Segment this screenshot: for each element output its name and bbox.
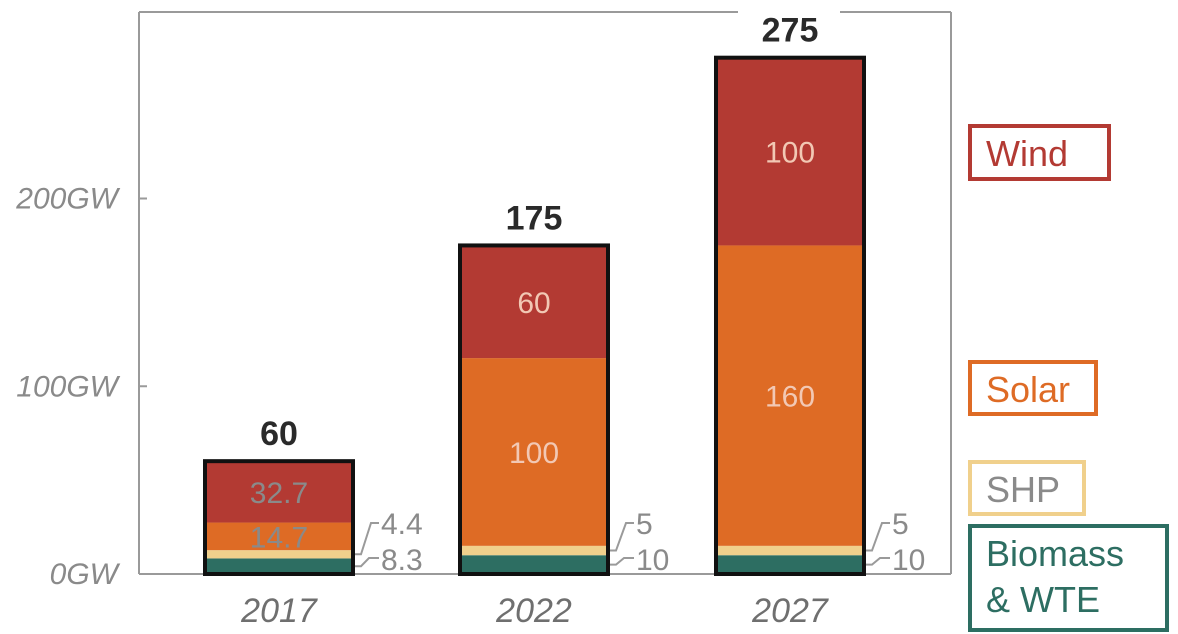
bar-2017: 14.7 32.7 4.48.3 60 xyxy=(203,415,423,577)
side-label-biomass-2017: 8.3 xyxy=(381,544,423,577)
leader-line-shp-2027 xyxy=(866,522,890,552)
bar-total-2027: 275 xyxy=(762,12,819,50)
bar-segment-solar-2027 xyxy=(716,245,864,546)
legend-box-biomass-wte xyxy=(968,524,1169,632)
bar-2022: 100 60 510 175 xyxy=(458,199,669,577)
bar-outline-2027 xyxy=(714,55,866,576)
y-axis: 0GW 100GW 200GW xyxy=(15,183,147,591)
side-label-biomass-2027: 10 xyxy=(892,544,925,577)
legend-item-solar: Solar xyxy=(968,360,1098,416)
legend-item-shp: SHP xyxy=(968,460,1086,516)
segment-label-solar-2017: 14.7 xyxy=(250,521,308,554)
legend-label-wind: Wind xyxy=(986,133,1068,174)
bar-segment-wind-2022 xyxy=(460,245,608,359)
legend-box-wind xyxy=(968,124,1111,181)
side-label-shp-2017: 4.4 xyxy=(381,508,423,541)
bar-segment-solar-2022 xyxy=(460,358,608,546)
bar-total-2022: 175 xyxy=(506,199,563,237)
side-label-biomass-2022: 10 xyxy=(636,544,669,577)
legend-item-biomass-wte: Biomass & WTE xyxy=(968,524,1169,632)
legend-label-biomass-wte: Biomass xyxy=(986,533,1124,574)
segment-label-wind-2017: 32.7 xyxy=(250,477,308,510)
legend-label-biomass-wte: & WTE xyxy=(986,579,1100,620)
bar-segment-shp-2027 xyxy=(716,545,864,556)
bar-segment-biomass-wte-2017 xyxy=(205,558,353,574)
bar-outline-2017 xyxy=(203,459,355,577)
leader-line-shp-2017 xyxy=(355,522,379,556)
segment-label-solar-2022: 100 xyxy=(509,437,559,470)
x-tick-label: 2027 xyxy=(751,592,829,630)
legend-label-shp: SHP xyxy=(986,469,1060,510)
bar-segment-shp-2017 xyxy=(205,550,353,559)
side-label-shp-2027: 5 xyxy=(892,508,909,541)
legend-label-solar: Solar xyxy=(986,369,1070,410)
bar-2027: 160 100 510 275 xyxy=(714,12,925,577)
x-tick-label: 2022 xyxy=(495,592,572,630)
leader-line-biomass-2017 xyxy=(355,557,379,568)
bar-segment-wind-2017 xyxy=(205,461,353,523)
bar-outline-2022 xyxy=(458,243,610,576)
legend-box-solar xyxy=(968,360,1098,416)
y-tick-label: 200GW xyxy=(15,183,120,216)
bar-segment-wind-2027 xyxy=(716,57,864,246)
y-tick-label: 100GW xyxy=(16,370,120,403)
legend: Wind Solar SHP Biomass & WTE xyxy=(968,124,1169,632)
bar-segment-solar-2017 xyxy=(205,522,353,551)
legend-box-shp xyxy=(968,460,1086,516)
legend-item-wind: Wind xyxy=(968,124,1111,181)
segment-label-wind-2022: 60 xyxy=(517,287,550,320)
bar-segment-biomass-wte-2027 xyxy=(716,555,864,574)
leader-line-biomass-2022 xyxy=(610,557,634,566)
bar-segment-shp-2022 xyxy=(460,545,608,556)
segment-label-wind-2027: 100 xyxy=(765,137,815,170)
x-tick-label: 2017 xyxy=(240,592,318,630)
bar-segment-biomass-wte-2022 xyxy=(460,555,608,574)
segment-label-solar-2027: 160 xyxy=(765,381,815,414)
leader-line-shp-2022 xyxy=(610,522,634,552)
y-tick-label: 0GW xyxy=(50,558,121,591)
bar-total-2017: 60 xyxy=(260,415,298,453)
x-axis: 2017 2022 2027 xyxy=(240,592,829,630)
leader-line-biomass-2027 xyxy=(866,557,890,566)
side-label-shp-2022: 5 xyxy=(636,508,653,541)
